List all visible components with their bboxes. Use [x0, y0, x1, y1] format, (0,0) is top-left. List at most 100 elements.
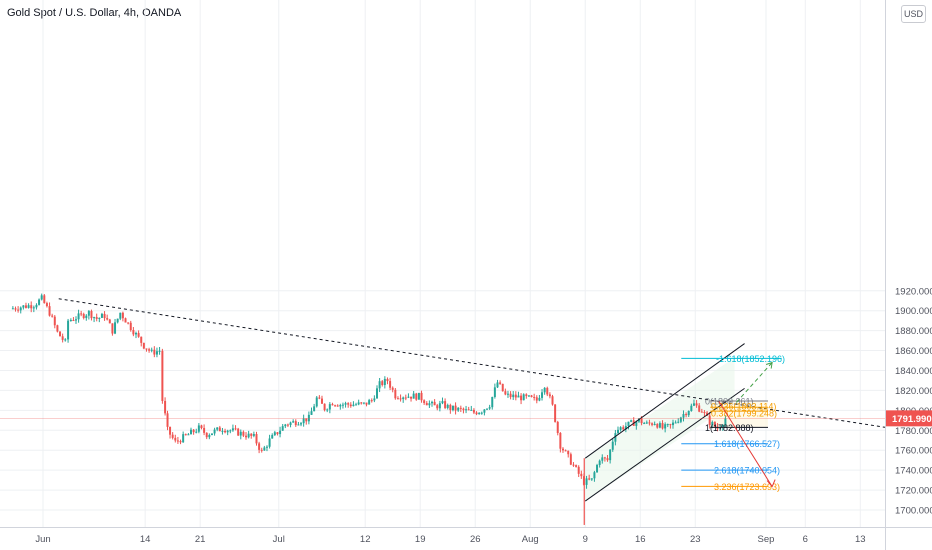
candle-body	[462, 408, 465, 411]
candle-body	[493, 387, 496, 397]
candle-body	[585, 478, 588, 485]
time-axis-tick-label: 16	[635, 534, 646, 545]
time-axis-tick-label: 14	[140, 534, 151, 545]
candle	[294, 419, 297, 427]
candle	[543, 387, 546, 395]
candle-body	[341, 404, 344, 406]
candle	[341, 402, 344, 409]
candle	[14, 306, 17, 312]
candle-body	[258, 443, 261, 450]
candle	[593, 470, 596, 482]
candle	[446, 403, 449, 410]
candle-body	[231, 428, 234, 431]
candle	[661, 420, 664, 430]
downtrend-line	[58, 298, 886, 428]
candle	[396, 396, 399, 400]
candle-body	[561, 448, 564, 451]
candle-body	[195, 431, 198, 433]
candle	[255, 431, 258, 446]
candle	[153, 346, 156, 358]
candle	[378, 378, 381, 393]
candle	[627, 421, 630, 430]
candle	[679, 416, 682, 424]
candle	[90, 309, 93, 321]
candle-body	[108, 319, 111, 324]
candles-layer	[11, 293, 727, 489]
candle	[35, 303, 38, 310]
price-axis-tick-label: 1780.000	[895, 426, 932, 437]
candle	[420, 390, 423, 403]
candle	[190, 427, 193, 435]
candle	[231, 424, 234, 432]
candle-body	[548, 394, 551, 397]
candle-body	[161, 350, 164, 401]
candle	[260, 447, 263, 453]
candle-body	[315, 397, 318, 407]
candle	[425, 401, 428, 406]
candle	[45, 301, 48, 308]
candle	[150, 347, 153, 353]
candle-body	[386, 378, 389, 382]
candle-body	[700, 411, 703, 413]
candle	[265, 445, 268, 452]
candle-body	[292, 421, 295, 423]
candle-body	[472, 409, 475, 413]
candle	[273, 430, 276, 437]
candle-body	[205, 432, 208, 438]
candle-body	[142, 342, 145, 349]
candle	[653, 421, 656, 426]
candle-body	[470, 409, 473, 411]
candle-body	[119, 312, 122, 319]
fib-level-label: 2.618(1740.054)	[714, 466, 780, 476]
candle-body	[478, 412, 481, 415]
candle-body	[318, 397, 321, 399]
candle	[297, 421, 300, 426]
candle-body	[645, 422, 648, 424]
candle	[205, 432, 208, 440]
candle	[441, 397, 444, 405]
candle	[491, 396, 494, 410]
candle	[698, 403, 701, 413]
candle-body	[106, 318, 109, 320]
candle	[51, 313, 54, 318]
candle-body	[721, 425, 724, 428]
candle	[85, 314, 88, 321]
candle	[357, 399, 360, 406]
candle-body	[616, 429, 619, 434]
candle	[169, 426, 172, 439]
candle	[75, 316, 78, 324]
candle-body	[622, 427, 625, 430]
candle	[30, 301, 33, 313]
candle-body	[355, 404, 358, 406]
candle-body	[64, 339, 67, 341]
candle	[221, 427, 224, 435]
candle-body	[370, 400, 373, 402]
candle-body	[53, 316, 56, 326]
candle	[59, 331, 62, 337]
candle-body	[307, 414, 310, 422]
candle-body	[75, 319, 78, 321]
fib-level-label: 0.236(1803.114)	[711, 402, 776, 412]
candle-body	[423, 400, 426, 404]
candle-body	[80, 313, 83, 315]
candle	[129, 320, 132, 332]
price-axis-tick-label: 1740.000	[895, 466, 932, 477]
currency-badge[interactable]: USD	[901, 5, 926, 23]
candle	[313, 403, 316, 412]
candle	[268, 434, 271, 449]
candle	[700, 408, 703, 413]
candle-body	[373, 398, 376, 401]
candle-body	[596, 465, 599, 473]
candle	[328, 402, 331, 414]
candle	[648, 419, 651, 426]
candle-body	[619, 427, 622, 430]
candle-body	[273, 432, 276, 436]
candle-body	[614, 433, 617, 442]
candle	[166, 410, 169, 431]
candle-body	[391, 387, 394, 390]
candle-body	[313, 406, 316, 412]
candle	[645, 420, 648, 425]
candle	[164, 397, 167, 416]
